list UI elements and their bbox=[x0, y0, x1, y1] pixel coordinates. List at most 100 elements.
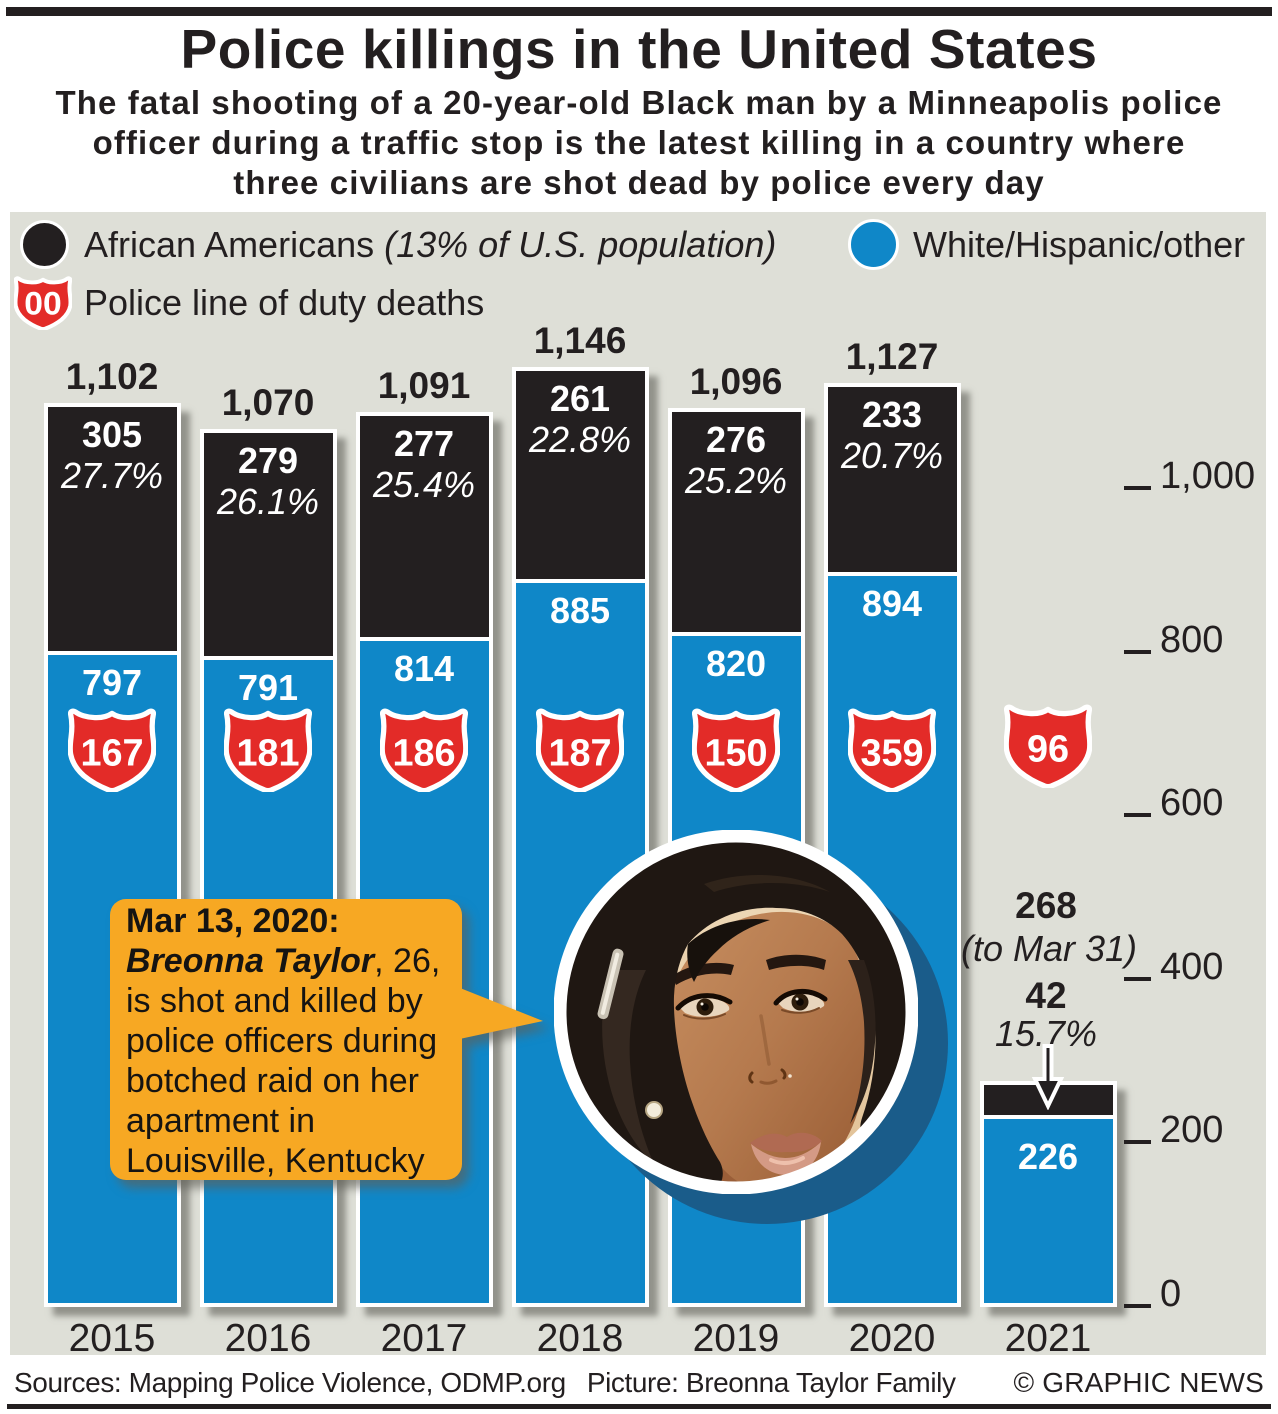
portrait-face bbox=[667, 911, 871, 1184]
y-tick-600 bbox=[1124, 813, 1151, 817]
callout-line-5: botched raid on her bbox=[126, 1062, 419, 1100]
black-pct-label: 20.7% bbox=[840, 435, 944, 476]
portrait-hair bbox=[564, 840, 908, 1184]
callout-line-7: Louisville, Kentucky bbox=[126, 1142, 425, 1180]
black-pct-label: 22.8% bbox=[528, 419, 632, 460]
bar-2016-total-label: 1,070 bbox=[221, 382, 315, 423]
bar-2018-total-label: 1,146 bbox=[533, 320, 627, 361]
legend-african-americans-text: African Americans bbox=[84, 224, 385, 265]
duty-deaths-value: 167 bbox=[80, 733, 143, 775]
black-value-label: 277 bbox=[393, 423, 455, 464]
y-tick-0 bbox=[1124, 1304, 1151, 1308]
annotation-2021-note: (to Mar 31) bbox=[960, 928, 1138, 969]
annotation-2021-black-value: 42 bbox=[1025, 975, 1067, 1016]
legend-duty-label: Police line of duty deaths bbox=[84, 282, 485, 323]
blue-value-label: 814 bbox=[393, 648, 455, 689]
blue-value-label: 894 bbox=[861, 583, 923, 624]
blue-value-label: 226 bbox=[1017, 1136, 1079, 1177]
y-tick-200 bbox=[1124, 1140, 1151, 1144]
legend-african-americans-label: African Americans (13% of U.S. populatio… bbox=[84, 226, 776, 264]
footer-sources: Sources: Mapping Police Violence, ODMP.o… bbox=[14, 1367, 956, 1399]
bar-2016-black-segment: 279 26.1% bbox=[203, 433, 333, 656]
bar-2020-black-segment: 233 20.7% bbox=[827, 387, 957, 572]
legend-black-dot-icon bbox=[20, 220, 69, 269]
page-subtitle: The fatal shooting of a 20-year-old Blac… bbox=[0, 83, 1278, 203]
route-shield-icon-2017: 186 bbox=[380, 708, 468, 792]
blue-value-label: 885 bbox=[549, 590, 611, 631]
route-shield-icon-2020: 359 bbox=[848, 708, 936, 792]
callout-line-3: is shot and killed by bbox=[126, 982, 423, 1020]
bar-2017-black-segment: 277 25.4% bbox=[359, 416, 489, 637]
y-tick-label-0: 0 bbox=[1160, 1273, 1182, 1315]
bar-2021-blue-segment: 226 bbox=[983, 1119, 1113, 1303]
bottom-rule bbox=[7, 1404, 1271, 1409]
earring bbox=[645, 1101, 663, 1119]
y-tick-label-200: 200 bbox=[1160, 1109, 1224, 1151]
hair-clip bbox=[597, 948, 624, 1020]
subtitle-line-2: officer during a traffic stop is the lat… bbox=[92, 124, 1186, 161]
duty-deaths-value: 186 bbox=[392, 733, 455, 775]
black-value-label: 233 bbox=[861, 394, 923, 435]
page-title: Police killings in the United States bbox=[180, 18, 1098, 80]
footer-copyright: © GRAPHIC NEWS bbox=[1013, 1367, 1264, 1398]
route-shield-icon-2019: 150 bbox=[692, 708, 780, 792]
black-value-label: 305 bbox=[81, 414, 143, 455]
subtitle-line-3: three civilians are shot dead by police … bbox=[233, 164, 1045, 201]
bar-2021: 226 bbox=[979, 1081, 1117, 1307]
y-tick-label-1,000: 1,000 bbox=[1160, 455, 1256, 497]
black-value-label: 279 bbox=[237, 440, 299, 481]
duty-deaths-value: 181 bbox=[236, 733, 299, 775]
bar-2019-total-label: 1,096 bbox=[689, 361, 783, 402]
bar-2017-total-label: 1,091 bbox=[377, 365, 471, 406]
bar-2020-total-label: 1,127 bbox=[845, 336, 939, 377]
y-tick-label-800: 800 bbox=[1160, 619, 1224, 661]
year-label-2016: 2016 bbox=[224, 1317, 312, 1360]
callout-date: Mar 13, 2020: bbox=[126, 902, 340, 940]
y-tick-800 bbox=[1124, 650, 1151, 654]
down-arrow-icon bbox=[1031, 1044, 1065, 1110]
callout-name: Breonna Taylor bbox=[126, 942, 375, 980]
blue-value-label: 820 bbox=[705, 643, 767, 684]
bar-2018-black-segment: 261 22.8% bbox=[515, 371, 645, 579]
duty-deaths-value: 96 bbox=[1027, 729, 1069, 771]
legend-white-label: White/Hispanic/other bbox=[913, 224, 1246, 265]
black-pct-label: 25.4% bbox=[372, 464, 476, 505]
y-tick-400 bbox=[1124, 977, 1151, 981]
year-label-2020: 2020 bbox=[848, 1317, 936, 1360]
annotation-2021-total: 268 bbox=[1015, 885, 1077, 926]
callout-line-2: Breonna Taylor, 26, bbox=[126, 941, 462, 981]
y-tick-label-600: 600 bbox=[1160, 782, 1224, 824]
duty-deaths-value: 187 bbox=[548, 733, 611, 775]
callout-text: Mar 13, 2020: Breonna Taylor, 26, is sho… bbox=[110, 899, 462, 1180]
callout-age: , 26, bbox=[374, 942, 441, 980]
y-tick-1,000 bbox=[1124, 486, 1151, 490]
legend-african-americans-note: (13% of U.S. population) bbox=[384, 224, 777, 265]
blue-value-label: 791 bbox=[237, 667, 299, 708]
subtitle-line-1: The fatal shooting of a 20-year-old Blac… bbox=[55, 84, 1223, 121]
bar-2015-black-segment: 305 27.7% bbox=[47, 407, 177, 651]
callout-line-6: apartment in bbox=[126, 1102, 315, 1140]
bar-2015-total-label: 1,102 bbox=[65, 356, 159, 397]
black-pct-label: 27.7% bbox=[60, 455, 164, 496]
year-label-2018: 2018 bbox=[536, 1317, 624, 1360]
year-label-2019: 2019 bbox=[692, 1317, 780, 1360]
route-shield-icon-2016: 181 bbox=[224, 708, 312, 792]
footer-picture-credit: Picture: Breonna Taylor Family bbox=[586, 1367, 956, 1398]
route-shield-icon: 00 bbox=[14, 276, 72, 330]
top-rule bbox=[6, 7, 1272, 16]
legend-shield-number: 00 bbox=[24, 286, 61, 322]
portrait-photo bbox=[554, 830, 918, 1194]
y-tick-label-400: 400 bbox=[1160, 946, 1224, 988]
callout-line-1: Mar 13, 2020: bbox=[126, 901, 462, 941]
black-pct-label: 26.1% bbox=[216, 481, 320, 522]
route-shield-icon-2018: 187 bbox=[536, 708, 624, 792]
blue-value-label: 797 bbox=[81, 662, 143, 703]
route-shield-icon-2015: 167 bbox=[68, 708, 156, 792]
black-value-label: 276 bbox=[705, 419, 767, 460]
callout-line-4: police officers during bbox=[126, 1022, 438, 1060]
year-label-2015: 2015 bbox=[68, 1317, 156, 1360]
bar-2019-black-segment: 276 25.2% bbox=[671, 412, 801, 632]
legend-blue-dot-icon bbox=[848, 219, 899, 270]
footer-sources-text: Sources: Mapping Police Violence, ODMP.o… bbox=[14, 1367, 566, 1398]
